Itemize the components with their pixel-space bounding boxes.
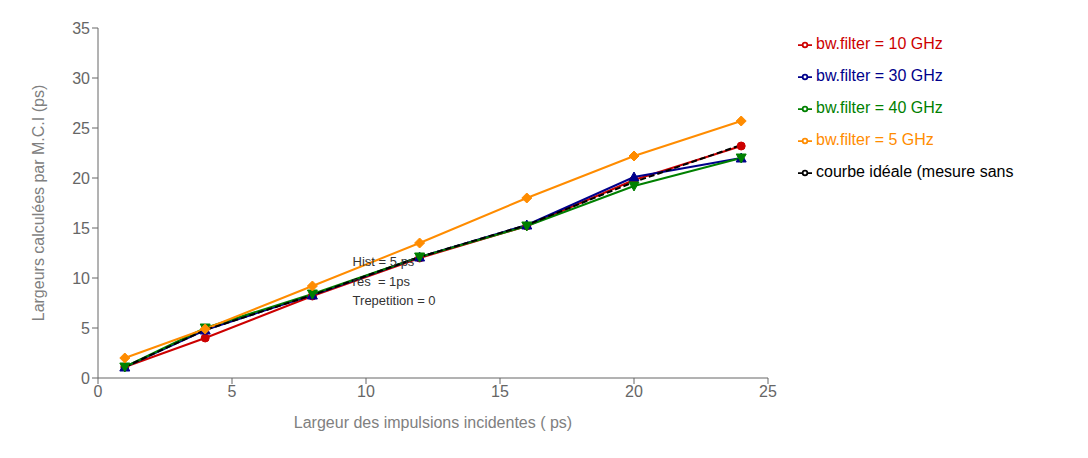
html-text:bw.filter = 40 GHz: bw.filter = 40 GHz (816, 99, 943, 116)
svg-text:15: 15 (491, 383, 509, 400)
html-text:bw.filter = 30 GHz: bw.filter = 30 GHz (816, 67, 943, 84)
svg-text:0: 0 (81, 370, 90, 387)
svg-text:Largeur des impulsions inciden: Largeur des impulsions incidentes ( ps) (294, 414, 572, 431)
svg-text:5: 5 (228, 383, 237, 400)
svg-text:25: 25 (759, 383, 777, 400)
svg-text:35: 35 (72, 20, 90, 37)
svg-text:10: 10 (357, 383, 375, 400)
svg-text:25: 25 (72, 120, 90, 137)
svg-text:15: 15 (72, 220, 90, 237)
svg-text:5: 5 (81, 320, 90, 337)
svg-text:0: 0 (94, 383, 103, 400)
html-text:bw.filter = 5 GHz: bw.filter = 5 GHz (816, 131, 934, 148)
svg-text:20: 20 (72, 170, 90, 187)
svg-text:20: 20 (625, 383, 643, 400)
html-text:courbe idéale (mesure sans: courbe idéale (mesure sans (816, 163, 1014, 180)
svg-text:Largeurs calculées par M.C.I (: Largeurs calculées par M.C.I (ps) (30, 85, 47, 322)
html-text:bw.filter = 10 GHz: bw.filter = 10 GHz (816, 35, 943, 52)
svg-text:30: 30 (72, 70, 90, 87)
svg-text:Hist = 5 psres = 1psTrepetiti: Hist = 5 psres = 1psTrepetition = 0 (353, 254, 436, 308)
svg-text:10: 10 (72, 270, 90, 287)
